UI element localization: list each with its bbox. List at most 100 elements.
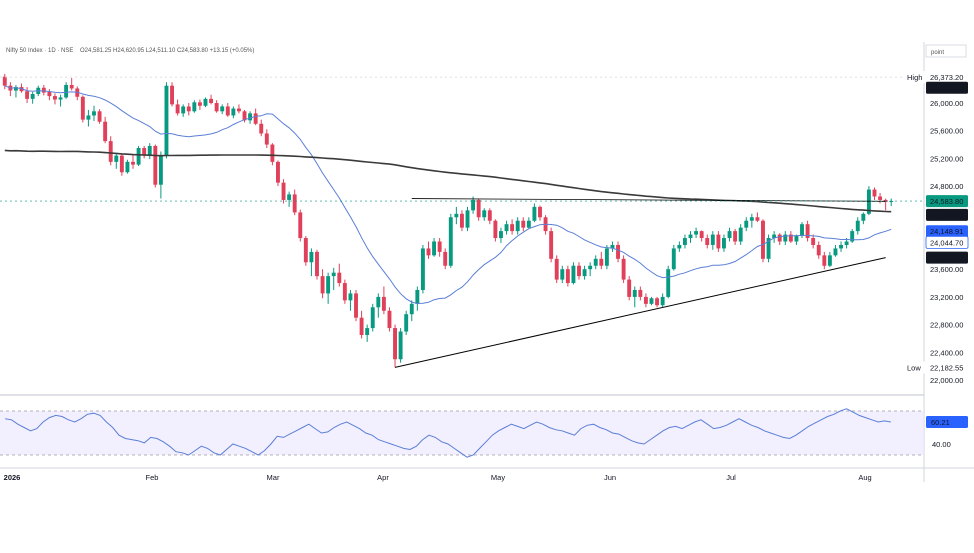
candle-body[interactable] <box>30 93 35 99</box>
candle-body[interactable] <box>404 314 409 332</box>
candle-body[interactable] <box>833 248 838 256</box>
candle-body[interactable] <box>532 206 537 221</box>
candle-body[interactable] <box>197 102 202 106</box>
candle-body[interactable] <box>588 265 593 270</box>
candle-body[interactable] <box>242 111 247 121</box>
candle-body[interactable] <box>298 212 303 239</box>
candle-body[interactable] <box>287 194 292 200</box>
candle-body[interactable] <box>738 227 743 242</box>
rsi-pane[interactable]: 40.00 60.21 <box>0 408 968 458</box>
candle-body[interactable] <box>53 96 57 100</box>
candle-body[interactable] <box>655 298 660 306</box>
candle-body[interactable] <box>64 84 69 98</box>
candle-body[interactable] <box>309 251 314 263</box>
candle-body[interactable] <box>86 115 91 120</box>
candle-body[interactable] <box>448 217 453 266</box>
candle-body[interactable] <box>214 103 219 112</box>
candle-body[interactable] <box>526 220 531 228</box>
rsi-line[interactable] <box>5 408 891 458</box>
ascending-trendline[interactable] <box>394 257 886 368</box>
candle-body[interactable] <box>878 196 883 200</box>
candle-body[interactable] <box>354 293 358 318</box>
candle-body[interactable] <box>493 220 498 239</box>
candle-body[interactable] <box>866 189 871 214</box>
candle-body[interactable] <box>253 113 258 124</box>
candle-body[interactable] <box>225 106 230 116</box>
candle-body[interactable] <box>476 199 481 218</box>
candle-body[interactable] <box>855 220 860 232</box>
candle-body[interactable] <box>710 234 715 245</box>
trendlines-group[interactable] <box>0 76 924 368</box>
candle-body[interactable] <box>80 96 85 120</box>
candle-body[interactable] <box>621 258 626 280</box>
candle-body[interactable] <box>482 210 487 218</box>
candle-body[interactable] <box>827 255 832 266</box>
candle-body[interactable] <box>593 258 598 266</box>
candle-body[interactable] <box>125 161 130 173</box>
candle-body[interactable] <box>420 248 425 290</box>
candle-body[interactable] <box>861 213 866 221</box>
scale-mode-box[interactable] <box>925 44 967 58</box>
candle-body[interactable] <box>443 251 448 266</box>
candle-body[interactable] <box>666 269 671 297</box>
candle-body[interactable] <box>209 98 214 103</box>
candle-body[interactable] <box>465 210 470 228</box>
candle-body[interactable] <box>131 161 135 165</box>
candle-body[interactable] <box>315 251 319 277</box>
candle-body[interactable] <box>426 248 431 256</box>
candle-body[interactable] <box>432 241 437 256</box>
candle-body[interactable] <box>632 289 637 297</box>
candle-body[interactable] <box>175 104 180 114</box>
candle-body[interactable] <box>292 194 297 213</box>
candle-body[interactable] <box>554 258 559 280</box>
candle-body[interactable] <box>599 258 604 266</box>
candle-body[interactable] <box>47 91 52 97</box>
candle-body[interactable] <box>398 331 403 360</box>
candle-body[interactable] <box>103 121 108 142</box>
candle-body[interactable] <box>694 231 699 235</box>
candle-body[interactable] <box>281 182 286 200</box>
candle-body[interactable] <box>164 85 169 156</box>
candle-body[interactable] <box>359 317 364 335</box>
candle-body[interactable] <box>504 224 509 232</box>
candle-body[interactable] <box>276 161 280 183</box>
candle-body[interactable] <box>571 265 576 284</box>
candle-body[interactable] <box>220 106 225 112</box>
candle-body[interactable] <box>638 289 643 297</box>
candle-body[interactable] <box>604 248 609 266</box>
candle-body[interactable] <box>699 231 704 239</box>
candle-body[interactable] <box>649 298 654 304</box>
candle-body[interactable] <box>248 113 253 121</box>
candle-body[interactable] <box>454 213 459 218</box>
candle-body[interactable] <box>153 145 158 185</box>
candle-body[interactable] <box>459 213 464 228</box>
candle-body[interactable] <box>822 255 827 266</box>
candle-body[interactable] <box>872 189 877 197</box>
candle-body[interactable] <box>783 234 788 242</box>
candle-body[interactable] <box>677 244 682 249</box>
candle-body[interactable] <box>627 279 632 297</box>
candle-body[interactable] <box>170 85 174 105</box>
candle-body[interactable] <box>326 276 331 294</box>
candle-body[interactable] <box>437 241 442 252</box>
candle-body[interactable] <box>643 296 648 304</box>
candles-group[interactable] <box>2 73 894 368</box>
candle-body[interactable] <box>2 76 7 86</box>
candle-body[interactable] <box>231 108 236 116</box>
candle-body[interactable] <box>749 217 754 221</box>
candle-body[interactable] <box>744 220 749 228</box>
candle-body[interactable] <box>727 231 732 239</box>
candle-body[interactable] <box>811 238 816 245</box>
candle-body[interactable] <box>688 234 693 239</box>
candle-body[interactable] <box>777 234 782 242</box>
horizontal-resistance-line[interactable] <box>411 198 886 202</box>
candle-body[interactable] <box>538 206 542 218</box>
candle-body[interactable] <box>471 199 476 211</box>
candle-body[interactable] <box>147 145 152 156</box>
candle-body[interactable] <box>409 303 414 315</box>
candle-body[interactable] <box>766 238 771 259</box>
candle-body[interactable] <box>365 328 370 335</box>
candle-body[interactable] <box>415 289 420 304</box>
candle-body[interactable] <box>560 269 565 280</box>
